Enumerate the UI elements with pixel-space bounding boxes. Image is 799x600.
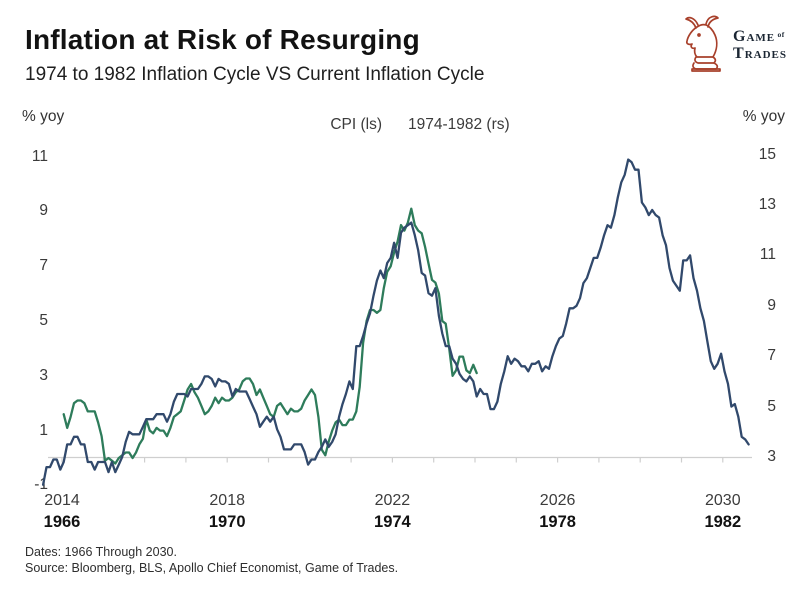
axis-tick-label: 15	[758, 145, 776, 163]
axis-tick-label: 11	[31, 147, 48, 165]
left-axis-unit-label: % yoy	[22, 108, 65, 125]
axis-tick-label: 3	[767, 448, 776, 465]
x-label-current: 2022	[374, 492, 411, 509]
footer-source: Source: Bloomberg, BLS, Apollo Chief Eco…	[25, 561, 399, 575]
x-label-current: 2026	[539, 492, 576, 509]
x-label-historical: 1970	[208, 513, 246, 531]
chart-legend: CPI (ls) 1974-1982 (rs)	[300, 116, 540, 134]
logo-word-game: Game	[733, 27, 776, 45]
axis-tick-label: 5	[767, 397, 776, 415]
x-label-current: 2014	[44, 492, 80, 509]
x-label-historical: 1974	[374, 513, 411, 531]
series-line-cpi	[62, 207, 478, 465]
axis-tick-label: 3	[39, 366, 48, 384]
axis-tick-label: 11	[759, 246, 776, 264]
axis-tick-label: 7	[39, 257, 48, 275]
series-line-1974-1982	[41, 158, 750, 486]
axis-tick-label: 9	[767, 296, 776, 314]
axis-tick-label: 7	[767, 347, 776, 365]
legend-item-1974-1982: 1974-1982 (rs)	[408, 116, 510, 133]
logo-word-of: of	[777, 29, 785, 39]
legend-item-cpi: CPI (ls)	[330, 116, 382, 133]
x-label-historical: 1966	[43, 513, 81, 531]
axis-tick-label: 9	[39, 202, 48, 220]
axis-tick-label: 1	[39, 421, 48, 439]
right-axis-unit-label: % yoy	[742, 108, 785, 125]
x-label-historical: 1978	[539, 513, 576, 531]
x-label-historical: 1982	[704, 513, 742, 531]
axis-tick-label: 13	[758, 196, 776, 213]
axis-tick-label: 5	[39, 312, 48, 329]
brand-logo: Game of Trades	[682, 14, 787, 77]
logo-word-trades: Trades	[733, 44, 787, 62]
footer-dates: Dates: 1966 Through 2030.	[25, 545, 177, 559]
x-label-current: 2018	[209, 492, 245, 509]
knight-bull-icon	[682, 14, 728, 77]
page-subtitle: 1974 to 1982 Inflation Cycle VS Current …	[25, 64, 485, 85]
x-label-current: 2030	[705, 492, 741, 509]
page-title: Inflation at Risk of Resurging	[25, 24, 420, 55]
brand-logo-text: Game of Trades	[733, 29, 787, 63]
